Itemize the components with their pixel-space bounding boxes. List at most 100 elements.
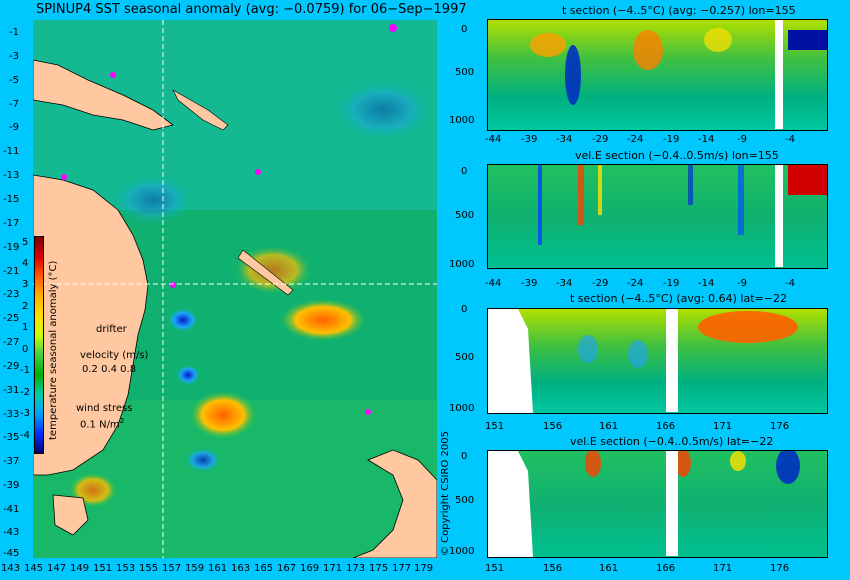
panel-2-xtick: -4 <box>785 278 795 289</box>
panel-4-xtick: 156 <box>543 563 563 574</box>
colorbar-tick: 5 <box>22 237 29 248</box>
panel-4-title: vel.E section (−0.4..0.5m/s) lat=−22 <box>570 435 774 448</box>
lon-tick: 155 <box>139 563 159 574</box>
panel-1-xtick: -19 <box>663 134 680 145</box>
colorbar-tick: 3 <box>22 279 29 290</box>
lon-tick: 169 <box>300 563 320 574</box>
panel-2-xtick: -39 <box>521 278 538 289</box>
lon-tick: 153 <box>116 563 136 574</box>
colorbar-tick: 1 <box>22 322 29 333</box>
lon-tick: 175 <box>369 563 389 574</box>
wind-stress-label: wind stress <box>76 403 133 414</box>
colorbar-tick: 4 <box>22 258 29 269</box>
panel-3-graphic <box>488 309 798 413</box>
lat-tick: -35 <box>3 432 20 443</box>
lat-tick: -45 <box>3 548 20 559</box>
lat-tick: -7 <box>9 99 19 110</box>
colorbar-tick: -3 <box>20 408 30 419</box>
colorbar-tick: 0 <box>22 344 29 355</box>
lon-tick: 149 <box>70 563 90 574</box>
colorbar-tick: -1 <box>20 365 30 376</box>
panel-2-plot[interactable] <box>487 164 828 269</box>
velocity-scale: 0.2 0.4 0.8 <box>82 364 137 375</box>
lon-tick: 161 <box>208 563 228 574</box>
lat-tick: -27 <box>3 337 20 348</box>
lon-tick: 145 <box>24 563 44 574</box>
lat-tick: -41 <box>3 504 20 515</box>
panel-4-xtick: 161 <box>599 563 619 574</box>
panel-1-xtick: -44 <box>485 134 502 145</box>
panel-3-xtick: 151 <box>485 421 505 432</box>
lat-tick: -21 <box>3 266 20 277</box>
lon-tick: 165 <box>254 563 274 574</box>
lat-tick: -13 <box>3 170 20 181</box>
panel-2-xtick: -44 <box>485 278 502 289</box>
lon-tick: 171 <box>323 563 343 574</box>
panel-1-ytick: 0 <box>461 24 468 35</box>
panel-2-ytick: 1000 <box>449 259 475 270</box>
lat-tick: -1 <box>9 27 19 38</box>
panel-1-plot[interactable] <box>487 19 828 131</box>
panel-4-graphic <box>488 451 800 557</box>
panel-1-xtick: -39 <box>521 134 538 145</box>
panel-2-xtick: -29 <box>592 278 609 289</box>
wind-stress-exponent: 2 <box>119 417 125 425</box>
colorbar-tick: 2 <box>22 301 29 312</box>
panel-3-xtick: 161 <box>599 421 619 432</box>
lat-tick: -5 <box>9 75 19 86</box>
lat-tick: -37 <box>3 456 20 467</box>
lon-tick: 173 <box>346 563 366 574</box>
velocity-label: velocity (m/s) <box>80 350 149 361</box>
panel-4-xtick: 166 <box>656 563 676 574</box>
panel-1-ytick: 1000 <box>449 115 475 126</box>
panel-3-title: t section (−4..5°C) (avg: 0.64) lat=−22 <box>570 292 787 305</box>
panel-2-xtick: -9 <box>737 278 747 289</box>
lon-tick: 177 <box>392 563 412 574</box>
panel-3-xtick: 156 <box>543 421 563 432</box>
lat-tick: -43 <box>3 527 20 538</box>
panel-1-graphic <box>530 28 827 105</box>
lat-tick: -23 <box>3 289 20 300</box>
lat-tick: -19 <box>3 242 20 253</box>
wind-stress-scale-value: 0.1 N/m <box>80 419 120 431</box>
panel-1-title: t section (−4..5°C) (avg: −0.257) lon=15… <box>562 4 796 17</box>
panel-3-xtick: 176 <box>770 421 790 432</box>
panel-1-xtick: -9 <box>737 134 747 145</box>
sst-anomaly-map[interactable] <box>33 20 437 558</box>
panel-3-ytick: 500 <box>455 352 475 363</box>
lat-tick: -3 <box>9 51 19 62</box>
lat-tick: -33 <box>3 409 20 420</box>
panel-4-plot[interactable] <box>487 450 828 558</box>
lat-tick: -9 <box>9 122 19 133</box>
lat-tick: -31 <box>3 385 20 396</box>
lon-tick: 157 <box>162 563 182 574</box>
panel-2-xtick: -14 <box>698 278 715 289</box>
colorbar-tick: -4 <box>20 430 30 441</box>
panel-3-plot[interactable] <box>487 308 828 414</box>
panel-1-xtick: -4 <box>785 134 795 145</box>
panel-1-ytick: 500 <box>455 67 475 78</box>
map-title: SPINUP4 SST seasonal anomaly (avg: −0.07… <box>36 2 467 17</box>
lon-tick: 151 <box>93 563 113 574</box>
lon-tick: 179 <box>414 563 434 574</box>
panel-4-ytick: 1000 <box>449 546 475 557</box>
lat-tick: -39 <box>3 480 20 491</box>
lat-tick: -25 <box>3 313 20 324</box>
lon-tick: 167 <box>277 563 297 574</box>
panel-2-title: vel.E section (−0.4..0.5m/s) lon=155 <box>575 149 779 162</box>
panel-2-xtick: -19 <box>663 278 680 289</box>
panel-3-xtick: 166 <box>656 421 676 432</box>
panel-4-ytick: 0 <box>461 451 468 462</box>
lon-tick: 143 <box>1 563 21 574</box>
panel-2-graphic <box>538 165 827 245</box>
lon-tick: 159 <box>185 563 205 574</box>
panel-2-gap <box>775 165 783 267</box>
colorbar-label: temperature seasonal anomaly (°C) <box>48 260 59 440</box>
panel-2-xtick: -24 <box>627 278 644 289</box>
panel-3-ytick: 0 <box>461 304 468 315</box>
panel-4-xtick: 171 <box>713 563 733 574</box>
panel-4-gap <box>666 451 678 556</box>
panel-4-xtick: 176 <box>770 563 790 574</box>
panel-1-xtick: -14 <box>698 134 715 145</box>
panel-3-ytick: 1000 <box>449 403 475 414</box>
